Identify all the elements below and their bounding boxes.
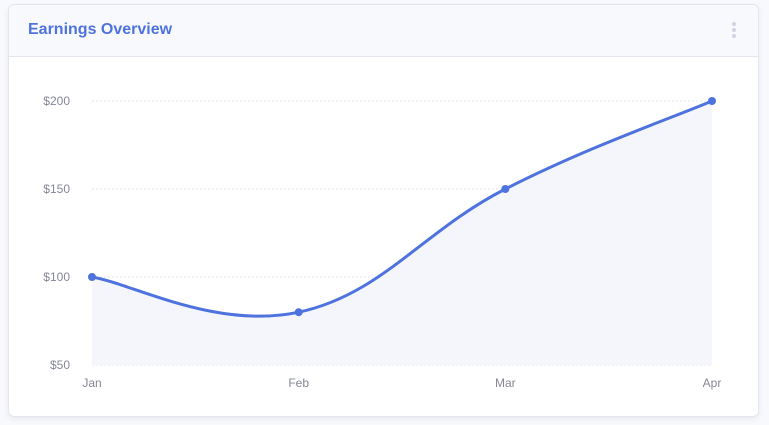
data-point <box>88 273 96 281</box>
x-tick-label: Jan <box>82 376 101 390</box>
menu-dot <box>732 22 736 26</box>
x-tick-label: Feb <box>288 376 309 390</box>
menu-dot <box>732 34 736 38</box>
earnings-line-chart: $50 $100 $150 $200 Jan Feb Mar Apr <box>43 94 722 390</box>
card-title: Earnings Overview <box>28 21 173 38</box>
y-tick-label: $50 <box>50 358 70 372</box>
menu-dot <box>732 28 736 32</box>
x-tick-label: Apr <box>703 376 722 390</box>
y-tick-label: $150 <box>43 182 70 196</box>
series-area <box>92 101 712 365</box>
chart-area: $50 $100 $150 $200 Jan Feb Mar Apr <box>9 57 758 416</box>
data-point <box>294 308 303 317</box>
series-line <box>90 99 714 318</box>
ellipsis-vertical-icon[interactable] <box>728 20 740 40</box>
data-point <box>708 97 716 105</box>
y-tick-label: $200 <box>43 94 70 108</box>
earnings-overview-card: Earnings Overview $50 $100 $150 $200 Jan Feb M… <box>8 4 759 417</box>
data-point <box>501 185 510 193</box>
y-tick-label: $100 <box>43 270 70 284</box>
x-tick-label: Mar <box>495 376 516 390</box>
card-header: Earnings Overview <box>9 5 758 57</box>
